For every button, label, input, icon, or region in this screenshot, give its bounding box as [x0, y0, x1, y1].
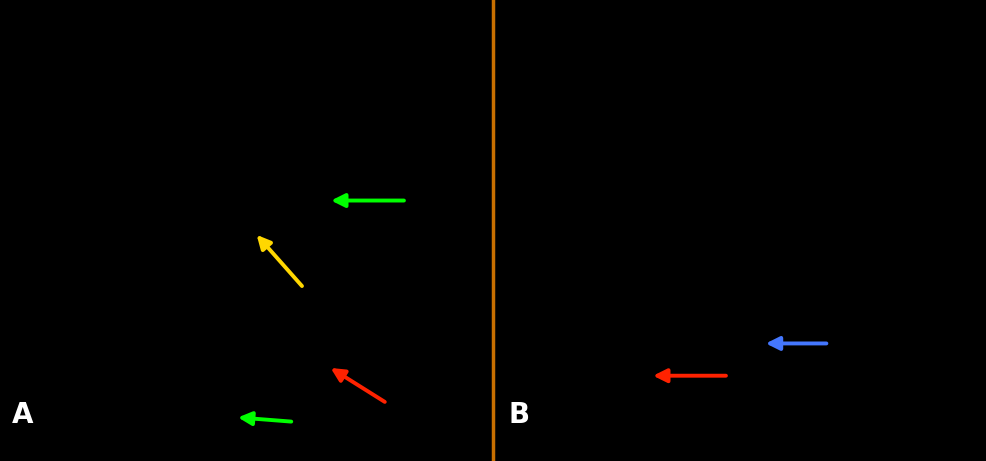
FancyArrowPatch shape [259, 238, 302, 286]
FancyArrowPatch shape [243, 413, 291, 424]
FancyArrowPatch shape [658, 370, 726, 381]
FancyArrowPatch shape [770, 338, 826, 349]
FancyArrowPatch shape [335, 195, 404, 206]
Text: A: A [12, 401, 34, 429]
FancyArrowPatch shape [334, 370, 385, 402]
Text: B: B [508, 401, 529, 429]
